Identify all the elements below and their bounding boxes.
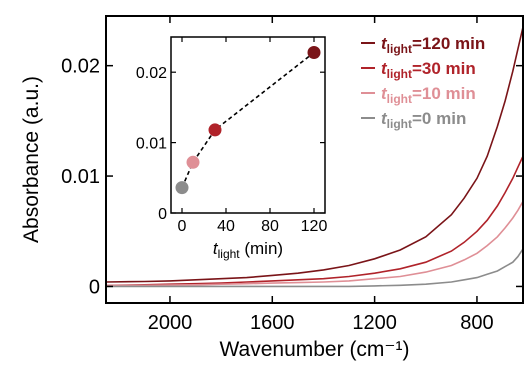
y-tick-label: 0.01 — [61, 166, 100, 188]
x-axis-label: Wavenumber (cm⁻¹) — [220, 338, 410, 361]
inset-connector-line — [181, 51, 315, 189]
legend-label-sub: light — [387, 67, 412, 81]
legend-label: tlight=30 min — [381, 59, 476, 81]
inset-x-axis-label-sub: light — [218, 247, 241, 261]
inset-x-tick-label: 40 — [217, 218, 235, 235]
legend-label: tlight=0 min — [381, 109, 466, 131]
inset-x-tick-label: 80 — [261, 218, 279, 235]
inset-x-tick-label: 120 — [301, 218, 328, 235]
legend-label-value: =0 min — [412, 109, 466, 128]
inset-point-3 — [307, 45, 321, 59]
inset-point-2 — [208, 123, 222, 137]
legend-label-value: =10 min — [412, 84, 476, 103]
y-axis-label: Absorbance (a.u.) — [20, 76, 43, 243]
legend-label-sub: light — [387, 92, 412, 106]
x-tick-label: 1200 — [352, 312, 397, 334]
inset-point-1 — [186, 155, 200, 169]
x-tick-label: 800 — [460, 312, 493, 334]
plot-frame — [105, 15, 524, 304]
legend-label-var: t — [381, 109, 388, 128]
legend-label-value: =120 min — [412, 34, 485, 53]
x-tick-label: 2000 — [148, 312, 193, 334]
series-line-3 — [106, 248, 524, 288]
inset-x-axis-label: tlight (min) — [213, 239, 283, 261]
inset-x-axis-label-var: t — [213, 239, 219, 258]
legend-label: tlight=120 min — [381, 34, 485, 56]
inset-plot: 0 40 80 120 0 0.01 0.02 tlight (min) — [136, 36, 328, 261]
series-line-0 — [105, 26, 524, 283]
inset-frame — [170, 36, 326, 214]
inset-point-0 — [175, 181, 189, 195]
inset-x-tick-label: 0 — [178, 218, 187, 235]
legend-label-var: t — [381, 59, 388, 78]
legend-label-sub: light — [387, 117, 412, 131]
inset-x-axis-label-unit: (min) — [240, 239, 283, 258]
y-tick-label: 0.02 — [61, 56, 100, 78]
y-tick-label: 0 — [89, 276, 100, 298]
series-line-2 — [106, 201, 524, 287]
legend-label-var: t — [381, 84, 388, 103]
legend-label-var: t — [381, 34, 388, 53]
inset-y-tick-label: 0 — [158, 206, 167, 223]
inset-y-tick-label: 0.02 — [136, 65, 167, 82]
legend-label: tlight=10 min — [381, 84, 476, 106]
legend-label-sub: light — [387, 42, 412, 56]
legend-label-value: =30 min — [412, 59, 476, 78]
series-line-1 — [105, 155, 524, 287]
x-tick-label: 1600 — [250, 312, 295, 334]
inset-y-tick-label: 0.01 — [136, 136, 167, 153]
